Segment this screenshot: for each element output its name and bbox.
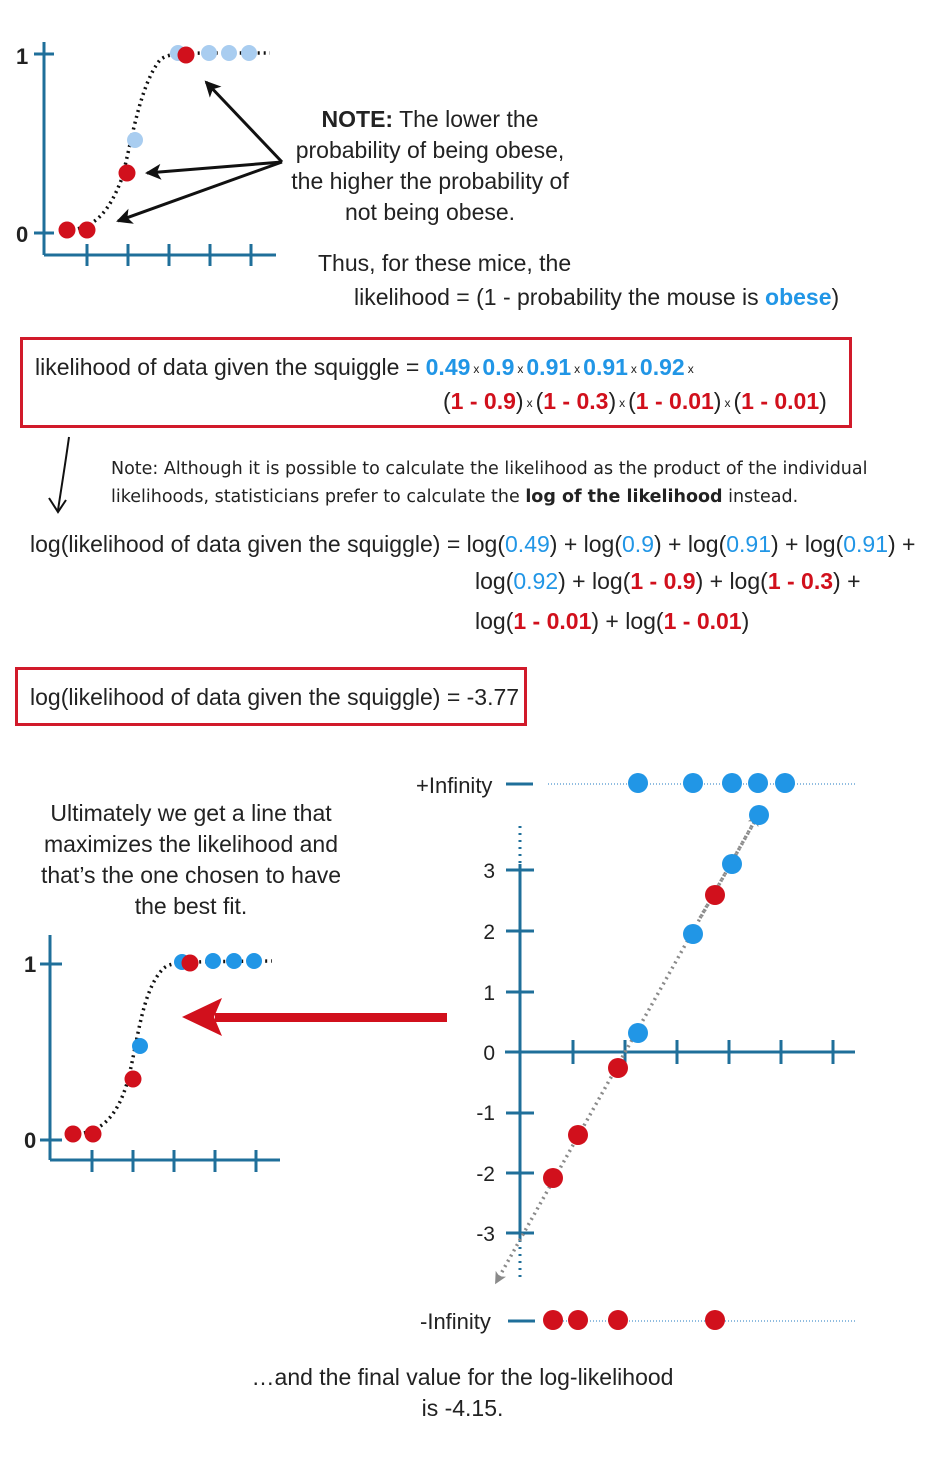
data-point [775,773,795,793]
data-point [78,221,96,239]
data-point [221,45,237,61]
log-expansion-line-3: log(1 - 0.01) + log(1 - 0.01) [475,608,750,634]
data-point [568,1310,588,1330]
bottom-sigmoid-plot: 1 0 [24,935,280,1172]
top-sigmoid-plot: 1 0 [16,42,276,266]
note-obese: NOTE: The lower the probability of being… [291,106,569,225]
data-point [722,773,742,793]
log-expansion-line-2: log(0.92) + log(1 - 0.9) + log(1 - 0.3) … [475,568,861,594]
data-point [226,953,242,969]
y-tick-label-0: 0 [16,222,28,247]
data-point [722,854,742,874]
data-point [705,885,725,905]
data-point [683,773,703,793]
result-box: log(likelihood of data given the squiggl… [15,667,527,726]
data-point [241,45,257,61]
data-point [127,132,143,148]
data-point [628,773,648,793]
thus-line-2: likelihood = (1 - probability the mouse … [354,284,840,310]
data-point [205,953,221,969]
likelihood-line-2: (1 - 0.9) x (1 - 0.3) x (1 - 0.01) x (1 - 0.01… [443,388,827,414]
plus-infinity-label: +Infinity [416,773,492,798]
data-point [568,1125,588,1145]
data-point [246,953,262,969]
down-arrow-icon [48,436,70,514]
data-point [608,1058,628,1078]
arrow-icon [116,160,283,224]
data-point [124,1070,142,1088]
data-point [683,924,703,944]
arrow-icon [204,80,284,164]
final-log-likelihood: …and the final value for the log-likelih… [251,1364,674,1421]
result-text: log(likelihood of data given the squiggl… [30,684,520,710]
y-tick-label: -3 [476,1223,495,1246]
y-tick-label: 0 [483,1042,495,1065]
y-tick-label-0: 0 [24,1128,36,1153]
data-point [749,805,769,825]
likelihood-box: likelihood of data given the squiggle = … [20,337,852,428]
data-point [181,954,199,972]
y-tick-label: -1 [476,1102,495,1125]
likelihood-line-1: likelihood of data given the squiggle = … [35,354,694,380]
data-point [177,46,195,64]
fitted-line [495,814,760,1285]
data-point [628,1023,648,1043]
log-expansion-line-1: log(likelihood of data given the squiggl… [30,531,916,557]
data-point [84,1125,102,1143]
data-point [64,1125,82,1143]
data-point [543,1168,563,1188]
red-left-arrow-icon [182,998,447,1036]
y-tick-label-1: 1 [24,952,36,977]
y-tick-label: 3 [483,860,495,883]
note-log-likelihood: Note: Although it is possible to calcula… [111,459,868,507]
data-point [118,164,136,182]
y-tick-label-1: 1 [16,44,28,69]
data-point [132,1038,148,1054]
data-point [201,45,217,61]
note-arrows [116,80,284,224]
data-point [608,1310,628,1330]
log-odds-plot: +Infinity 3 2 1 0 -1 -2 -3 -Infinity [416,773,856,1334]
minus-infinity-label: -Infinity [420,1309,491,1334]
arrow-icon [145,160,283,180]
squiggle-curve [71,959,273,1136]
data-point [748,773,768,793]
thus-line-1: Thus, for these mice, the [318,250,572,276]
y-tick-label: 2 [483,921,495,944]
squiggle-curve [65,51,271,232]
y-tick-label: -2 [476,1163,495,1186]
note-best-fit: Ultimately we get a line that maximizes … [40,800,342,919]
data-point [543,1310,563,1330]
data-point [705,1310,725,1330]
data-point [58,221,76,239]
y-tick-label: 1 [483,982,495,1005]
